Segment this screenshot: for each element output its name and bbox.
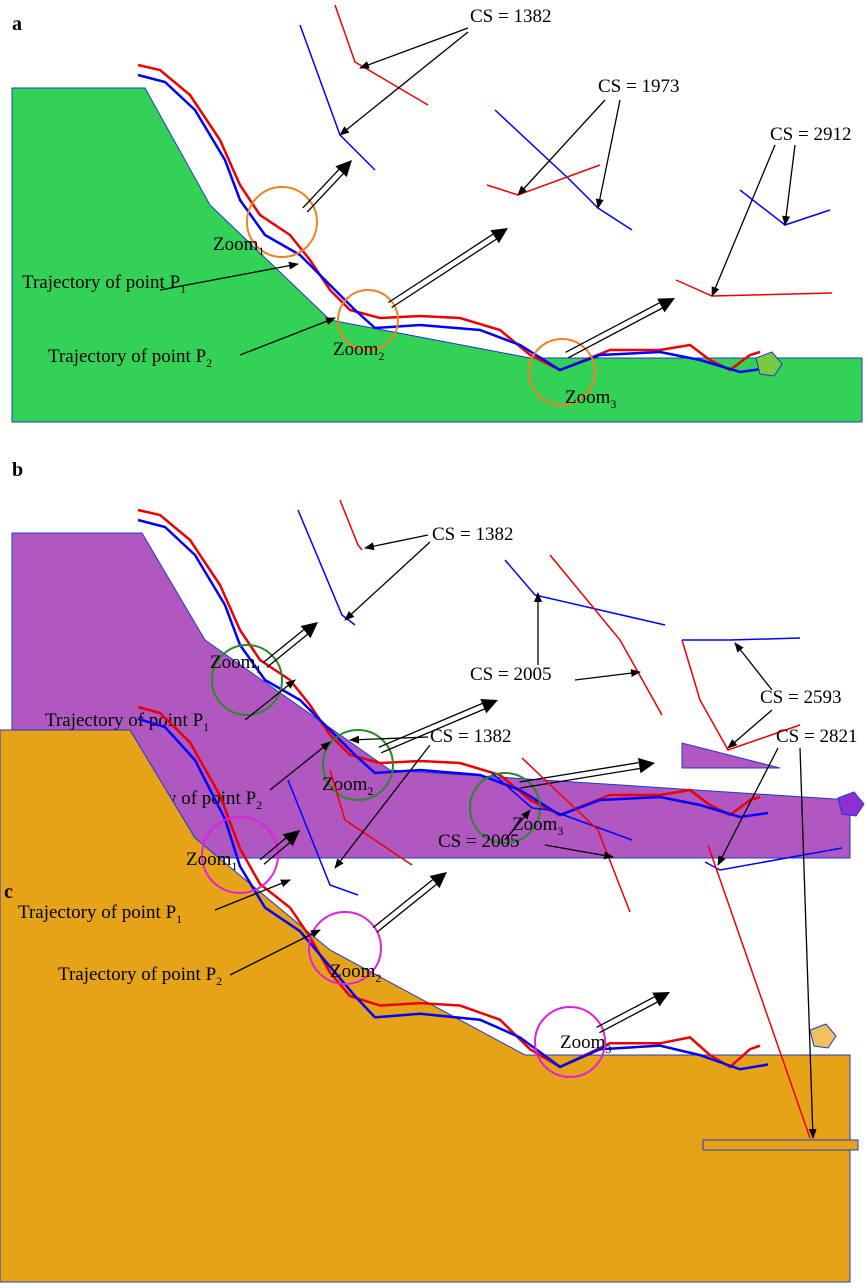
zoom-label: Zoom3 [565,387,616,411]
double-arrow-line [392,239,497,307]
double-arrow-head [652,992,670,1006]
double-arrow-head [480,699,498,713]
zoom-label: Zoom1 [186,849,237,873]
zoom-inset-line [505,560,665,625]
double-arrow-line [597,997,655,1028]
cs-label: CS = 2821 [776,726,857,747]
zoom-label-sub: 3 [557,824,563,838]
zoom-label-sub: 3 [605,1042,611,1056]
cs-label: CS = 1382 [432,524,513,545]
zoom-label: Zoom2 [322,774,373,798]
zoom-inset-line [550,555,662,715]
zoom-label-sub: 1 [255,662,261,676]
cs-label: CS = 1382 [430,726,511,747]
arrow [340,32,468,135]
zoom-inset-line [335,5,428,105]
zoom-label-main: Zoom [560,1032,606,1053]
trajectory-label-main: Trajectory of point P [45,710,203,731]
double-arrow-line [377,884,437,932]
panel-label: a [12,13,22,35]
block [810,1024,836,1048]
trajectory-label-sub: 2 [216,974,222,988]
double-arrow-line [373,880,433,928]
arrow [345,542,430,620]
arrow [575,672,640,680]
trajectory-label: Trajectory of point P2 [48,346,212,370]
zoom-label-main: Zoom [330,961,376,982]
zoom-inset-line [495,110,632,230]
trajectory-label: Trajectory of point P1 [18,902,182,926]
arrow [735,643,772,690]
zoom-label: Zoom2 [333,339,384,363]
zoom-inset-line [676,280,832,296]
zoom-label-sub: 1 [258,244,264,258]
zoom-label-sub: 2 [375,971,381,985]
zoom-label: Zoom2 [330,961,381,985]
block [838,792,864,816]
panel-label: b [12,459,23,481]
trajectory-label: Trajectory of point P1 [22,272,186,296]
double-arrow-line [566,303,660,353]
double-arrow-line [267,634,308,667]
cs-label: CS = 2593 [760,687,841,708]
zoom-label-sub: 2 [367,784,373,798]
inset-slope [703,1140,858,1150]
trajectory-label-sub: 1 [180,282,186,296]
zoom-label: Zoom1 [210,652,261,676]
zoom-label-main: Zoom [186,849,232,870]
zoom-label-sub: 1 [231,859,237,873]
arrow [598,100,620,208]
trajectory-label-sub: 1 [176,912,182,926]
double-arrow-line [388,234,493,302]
zoom-label-main: Zoom [333,339,379,360]
zoom-label-main: Zoom [210,652,256,673]
zoom-inset-line [682,638,800,640]
double-arrow-line [303,170,339,208]
zoom-label: Zoom1 [213,234,264,258]
double-arrow-line [263,630,304,663]
double-arrow-head [657,298,675,312]
panel-label: c [4,881,13,903]
zoom-label-sub: 2 [378,349,384,363]
trajectory-label-main: Trajectory of point P [18,902,176,923]
arrow [712,145,775,296]
double-arrow-head [335,160,352,177]
trajectory-label-sub: 1 [203,720,209,734]
double-arrow-line [307,174,343,212]
arrow [518,100,605,195]
trajectory-label: Trajectory of point P2 [58,964,222,988]
cs-label: CS = 2005 [438,831,519,852]
double-arrow-head [638,758,655,773]
arrow [360,28,468,68]
figure: aCS = 1382CS = 1973CS = 2912Zoom1Zoom2Zo… [0,0,866,1288]
trajectory-label-main: Trajectory of point P [58,964,216,985]
cs-label: CS = 1973 [598,76,679,97]
trajectory-label-sub: 2 [206,356,212,370]
zoom-label-main: Zoom [322,774,368,795]
double-arrow-line [599,1002,657,1033]
cs-label: CS = 2912 [770,124,851,145]
trajectory-label-sub: 2 [256,798,262,812]
inset-slope [682,743,780,768]
trajectory-label-main: Trajectory of point P [48,346,206,367]
zoom-inset-line [298,510,355,625]
zoom-label-main: Zoom [213,234,259,255]
zoom-label-main: Zoom [565,387,611,408]
zoom-inset-line [340,500,362,550]
arrow [785,145,795,225]
zoom-label-sub: 3 [610,397,616,411]
slope [12,88,862,422]
arrow [365,535,428,548]
cs-label: CS = 2005 [470,664,551,685]
zoom-inset-line [487,165,600,195]
trajectory-label-main: Trajectory of point P [22,272,180,293]
cs-label: CS = 1382 [470,6,551,27]
zoom-inset-line [300,25,375,170]
zoom-label: Zoom3 [560,1032,611,1056]
zoom-label: Zoom3 [512,814,563,838]
